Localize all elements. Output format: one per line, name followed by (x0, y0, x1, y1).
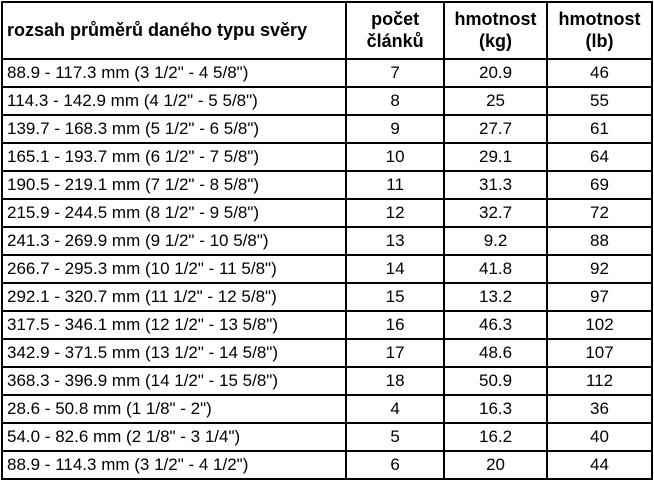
cell-link-count: 5 (345, 422, 446, 452)
cell-weight-kg: 16.2 (443, 422, 548, 452)
cell-weight-lb: 55 (546, 86, 653, 116)
cell-weight-lb: 36 (546, 394, 653, 424)
table-row: 368.3 - 396.9 mm (14 1/2" - 15 5/8") 18 … (0, 366, 653, 396)
cell-link-count: 9 (345, 114, 446, 144)
table-row: 215.9 - 244.5 mm (8 1/2" - 9 5/8") 12 32… (0, 198, 653, 228)
cell-diameter-range: 88.9 - 114.3 mm (3 1/2" - 4 1/2") (0, 450, 348, 480)
cell-weight-kg: 16.3 (443, 394, 548, 424)
cell-diameter-range: 215.9 - 244.5 mm (8 1/2" - 9 5/8") (0, 198, 348, 228)
cell-link-count: 10 (345, 142, 446, 172)
header-row: rozsah průměrů daného typu svěry počet č… (0, 1, 653, 60)
cell-weight-lb: 44 (546, 450, 653, 480)
cell-weight-lb: 97 (546, 282, 653, 312)
cell-link-count: 18 (345, 366, 446, 396)
cell-weight-lb: 46 (546, 58, 653, 88)
table-row: 88.9 - 117.3 mm (3 1/2" - 4 5/8") 7 20.9… (0, 58, 653, 88)
cell-link-count: 8 (345, 86, 446, 116)
cell-weight-kg: 31.3 (443, 170, 548, 200)
cell-diameter-range: 88.9 - 117.3 mm (3 1/2" - 4 5/8") (0, 58, 348, 88)
header-weight-lb-line2: (lb) (585, 30, 614, 51)
cell-diameter-range: 139.7 - 168.3 mm (5 1/2" - 6 5/8") (0, 114, 348, 144)
cell-weight-kg: 25 (443, 86, 548, 116)
cell-weight-lb: 72 (546, 198, 653, 228)
header-diameter-range: rozsah průměrů daného typu svěry (0, 1, 348, 60)
cell-weight-kg: 29.1 (443, 142, 548, 172)
cell-weight-kg: 48.6 (443, 338, 548, 368)
cell-weight-kg: 13.2 (443, 282, 548, 312)
cell-weight-lb: 88 (546, 226, 653, 256)
header-weight-lb-line1: hmotnost (558, 8, 641, 29)
cell-weight-kg: 41.8 (443, 254, 548, 284)
cell-link-count: 11 (345, 170, 446, 200)
header-link-count: počet článků (345, 1, 446, 60)
cell-diameter-range: 28.6 - 50.8 mm (1 1/8" - 2") (0, 394, 348, 424)
cell-link-count: 16 (345, 310, 446, 340)
header-link-count-line1: počet (371, 8, 420, 29)
cell-weight-lb: 92 (546, 254, 653, 284)
cell-diameter-range: 54.0 - 82.6 mm (2 1/8" - 3 1/4") (0, 422, 348, 452)
cell-weight-kg: 20.9 (443, 58, 548, 88)
cell-link-count: 14 (345, 254, 446, 284)
cell-weight-lb: 107 (546, 338, 653, 368)
table-row: 139.7 - 168.3 mm (5 1/2" - 6 5/8") 9 27.… (0, 114, 653, 144)
table-header: rozsah průměrů daného typu svěry počet č… (0, 1, 653, 60)
header-weight-kg-line2: (kg) (479, 30, 513, 51)
table-row: 241.3 - 269.9 mm (9 1/2" - 10 5/8") 13 9… (0, 226, 653, 256)
table-row: 292.1 - 320.7 mm (11 1/2" - 12 5/8") 15 … (0, 282, 653, 312)
cell-link-count: 12 (345, 198, 446, 228)
cell-diameter-range: 342.9 - 371.5 mm (13 1/2" - 14 5/8") (0, 338, 348, 368)
cell-weight-lb: 69 (546, 170, 653, 200)
table-row: 88.9 - 114.3 mm (3 1/2" - 4 1/2") 6 20 4… (0, 450, 653, 480)
header-weight-kg-line1: hmotnost (454, 8, 537, 29)
table-body: 88.9 - 117.3 mm (3 1/2" - 4 5/8") 7 20.9… (0, 58, 653, 480)
table-row: 54.0 - 82.6 mm (2 1/8" - 3 1/4") 5 16.2 … (0, 422, 653, 452)
cell-weight-kg: 32.7 (443, 198, 548, 228)
cell-link-count: 6 (345, 450, 446, 480)
cell-weight-kg: 20 (443, 450, 548, 480)
header-weight-lb: hmotnost (lb) (546, 1, 653, 60)
header-link-count-line2: článků (366, 30, 424, 51)
cell-weight-lb: 64 (546, 142, 653, 172)
cell-link-count: 4 (345, 394, 446, 424)
cell-weight-kg: 50.9 (443, 366, 548, 396)
cell-link-count: 17 (345, 338, 446, 368)
cell-link-count: 7 (345, 58, 446, 88)
cell-diameter-range: 114.3 - 142.9 mm (4 1/2" - 5 5/8") (0, 86, 348, 116)
header-weight-kg: hmotnost (kg) (443, 1, 548, 60)
cell-weight-lb: 112 (546, 366, 653, 396)
cell-weight-kg: 9.2 (443, 226, 548, 256)
cell-diameter-range: 368.3 - 396.9 mm (14 1/2" - 15 5/8") (0, 366, 348, 396)
cell-weight-lb: 61 (546, 114, 653, 144)
cell-weight-kg: 27.7 (443, 114, 548, 144)
cell-diameter-range: 317.5 - 346.1 mm (12 1/2" - 13 5/8") (0, 310, 348, 340)
cell-link-count: 15 (345, 282, 446, 312)
cell-diameter-range: 190.5 - 219.1 mm (7 1/2" - 8 5/8") (0, 170, 348, 200)
table-row: 114.3 - 142.9 mm (4 1/2" - 5 5/8") 8 25 … (0, 86, 653, 116)
table-row: 317.5 - 346.1 mm (12 1/2" - 13 5/8") 16 … (0, 310, 653, 340)
cell-weight-lb: 40 (546, 422, 653, 452)
table-row: 165.1 - 193.7 mm (6 1/2" - 7 5/8") 10 29… (0, 142, 653, 172)
cell-link-count: 13 (345, 226, 446, 256)
cell-diameter-range: 165.1 - 193.7 mm (6 1/2" - 7 5/8") (0, 142, 348, 172)
cell-weight-lb: 102 (546, 310, 653, 340)
cell-diameter-range: 266.7 - 295.3 mm (10 1/2" - 11 5/8") (0, 254, 348, 284)
table-row: 190.5 - 219.1 mm (7 1/2" - 8 5/8") 11 31… (0, 170, 653, 200)
cell-diameter-range: 241.3 - 269.9 mm (9 1/2" - 10 5/8") (0, 226, 348, 256)
cell-weight-kg: 46.3 (443, 310, 548, 340)
table-row: 342.9 - 371.5 mm (13 1/2" - 14 5/8") 17 … (0, 338, 653, 368)
cell-diameter-range: 292.1 - 320.7 mm (11 1/2" - 12 5/8") (0, 282, 348, 312)
table-row: 266.7 - 295.3 mm (10 1/2" - 11 5/8") 14 … (0, 254, 653, 284)
table-row: 28.6 - 50.8 mm (1 1/8" - 2") 4 16.3 36 (0, 394, 653, 424)
